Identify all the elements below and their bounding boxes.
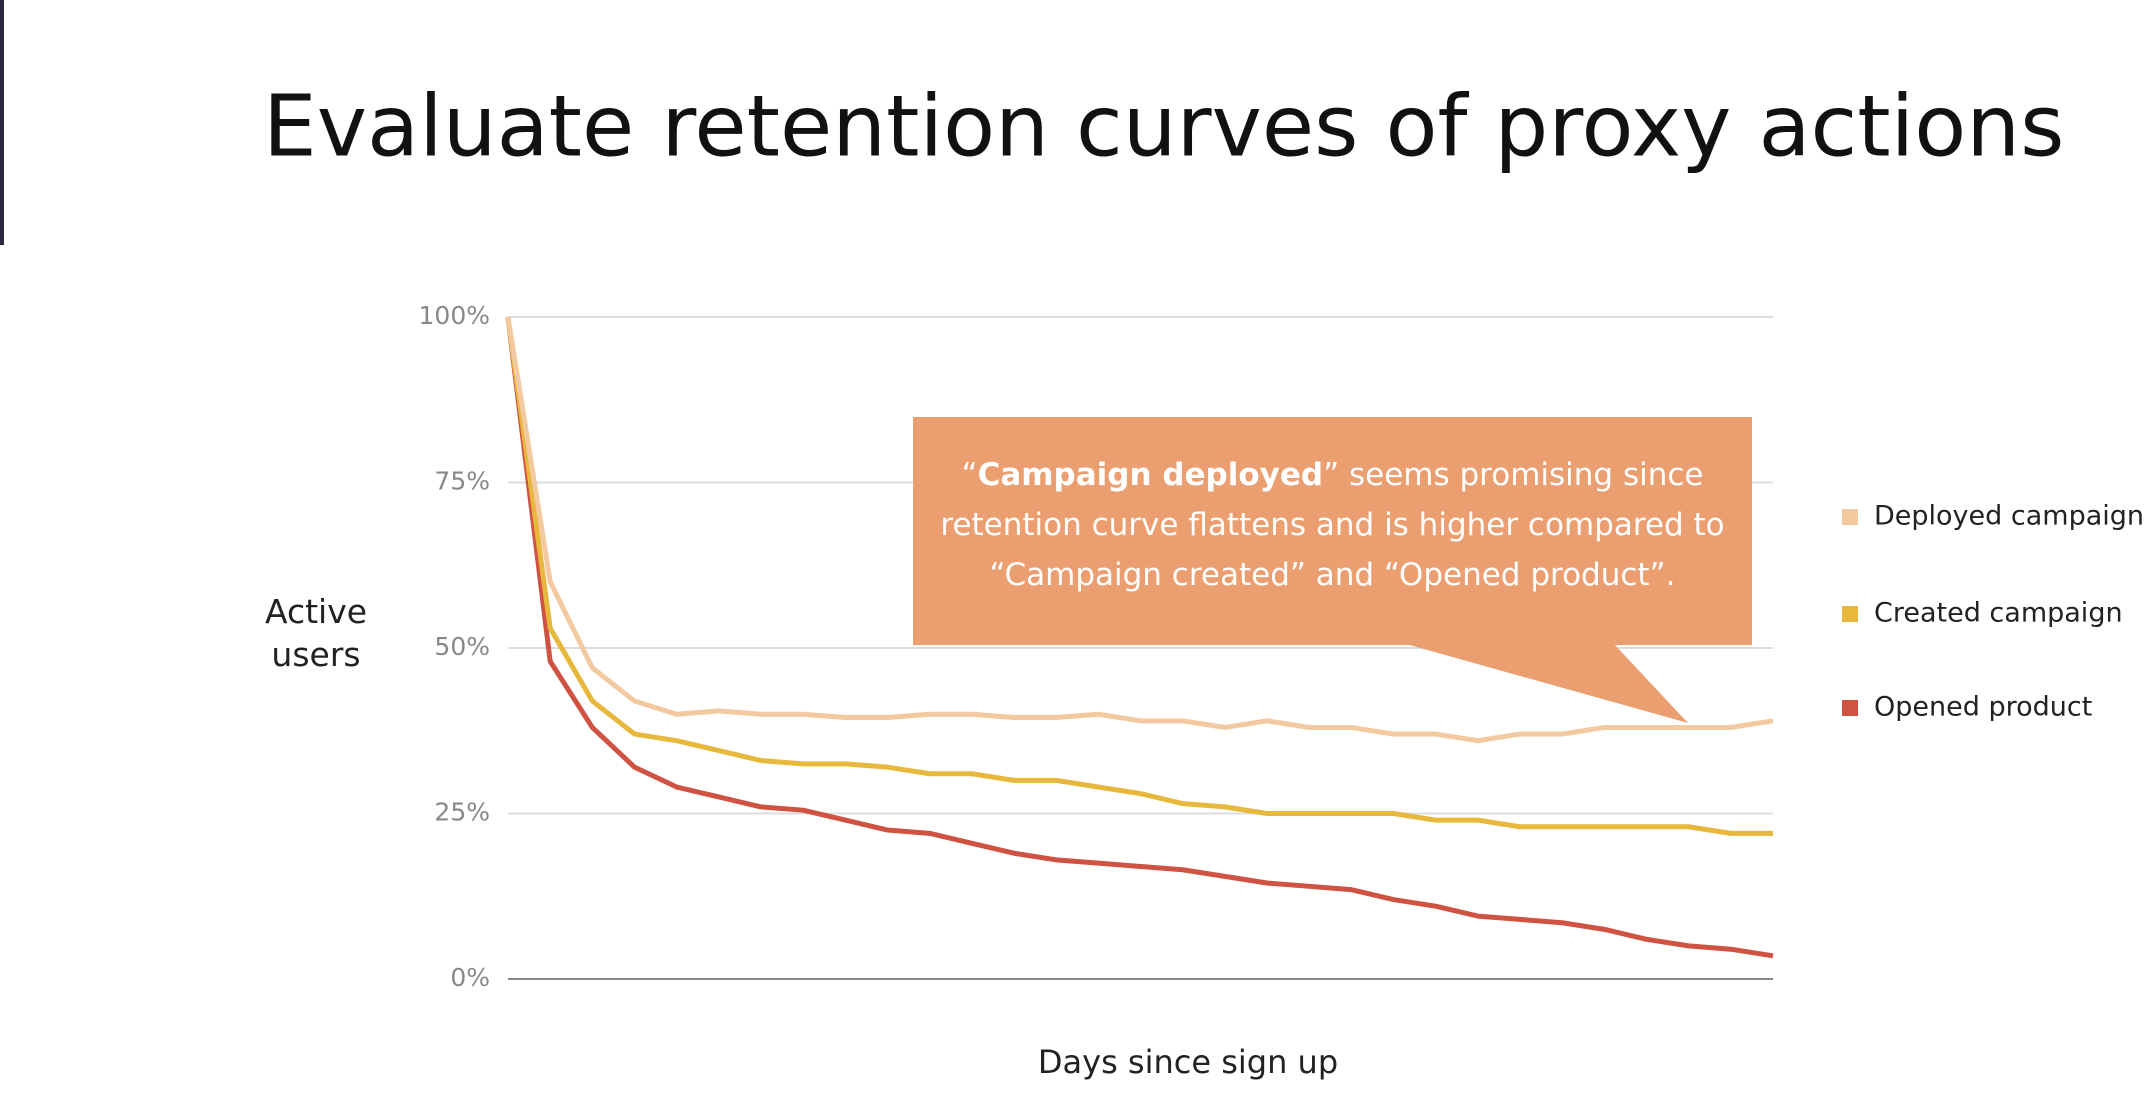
y-tick-label: 25%	[434, 798, 490, 827]
y-axis-label: Active users	[264, 592, 368, 674]
legend-swatch	[1842, 606, 1858, 622]
annotation-bold: Campaign deployed	[977, 457, 1324, 493]
legend-label: Created campaign	[1874, 598, 2123, 629]
line-series	[505, 316, 1774, 959]
line-series	[505, 316, 1774, 744]
legend-label: Deployed campaign	[1874, 501, 2144, 532]
y-tick-label: 75%	[434, 467, 490, 496]
annotation-pointer	[1406, 644, 1688, 723]
legend-swatch	[1842, 509, 1858, 525]
line-series	[505, 316, 1773, 836]
annotation-quote: “	[961, 457, 978, 493]
edge-strip	[0, 0, 4, 245]
annotation-box	[913, 417, 1752, 645]
annotation-text: ” seems promising since retention curve …	[940, 457, 1725, 593]
y-tick-label: 100%	[419, 301, 490, 330]
legend-swatch	[1842, 700, 1858, 716]
legend-label: Opened product	[1874, 692, 2092, 723]
y-tick-label: 50%	[434, 632, 490, 661]
x-axis-label: Days since sign up	[1038, 1043, 1338, 1081]
chart-title: Evaluate retention curves of proxy actio…	[263, 77, 2064, 176]
annotation: “Campaign deployed” seems promising sinc…	[935, 450, 1730, 600]
y-tick-label: 0%	[450, 963, 490, 992]
